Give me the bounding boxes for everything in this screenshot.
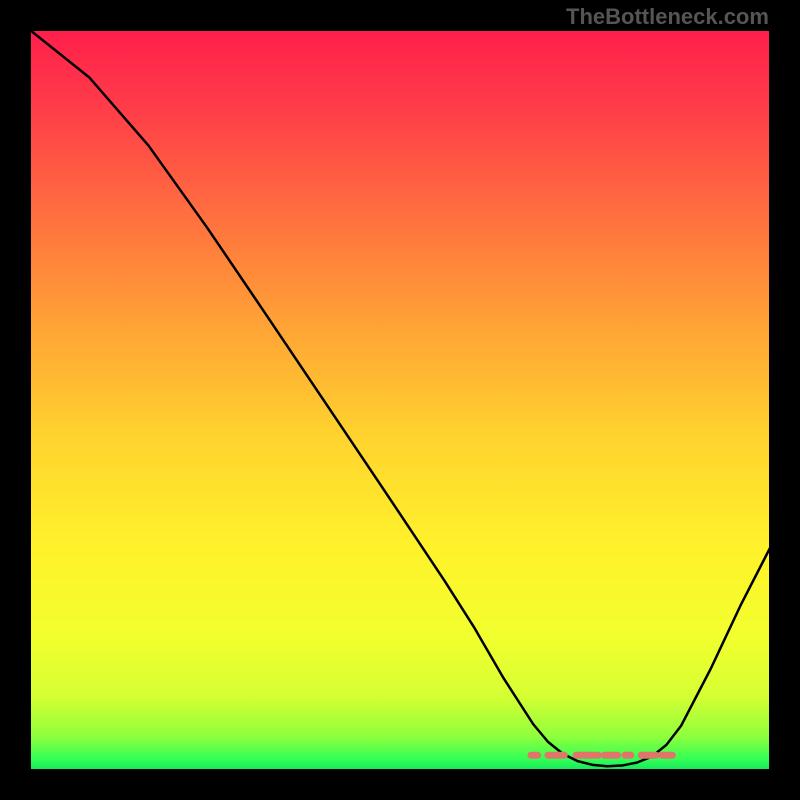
watermark-text: TheBottleneck.com xyxy=(566,4,769,30)
plot-gradient xyxy=(30,30,770,770)
bottleneck-chart xyxy=(0,0,800,800)
chart-stage: TheBottleneck.com xyxy=(0,0,800,800)
